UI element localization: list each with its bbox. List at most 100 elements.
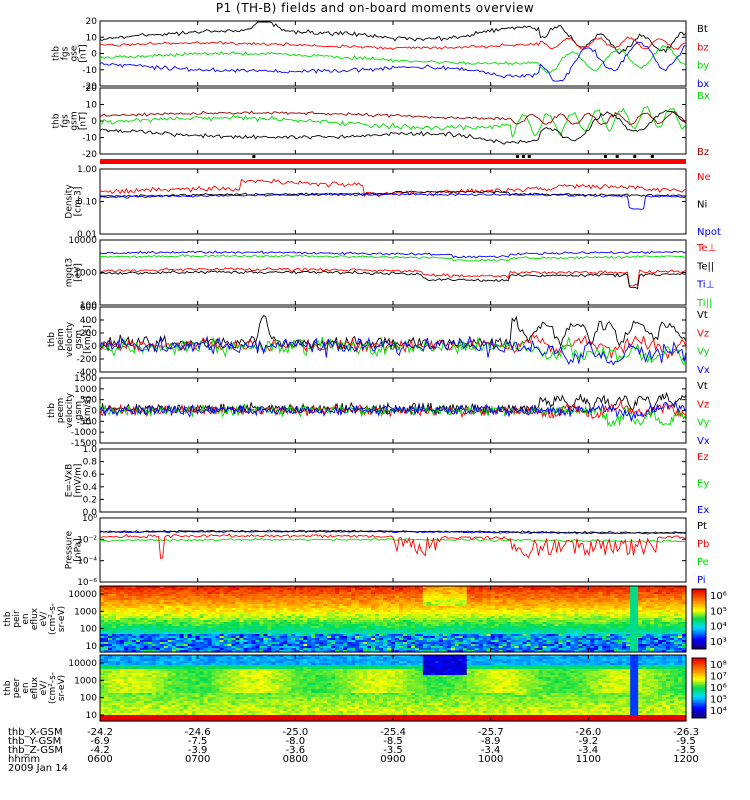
series-Te-perp: [99, 267, 687, 287]
mode-tick: [650, 155, 654, 158]
ytick-label: 10⁻⁴: [77, 557, 97, 567]
colorbar-label: 10⁶: [710, 683, 727, 694]
ytick-label: 0: [91, 407, 97, 417]
legend-Vy: Vy: [697, 347, 710, 358]
xtick-value: -8.9: [481, 736, 501, 747]
ytick-label: 0.8: [83, 458, 98, 468]
xtick-value: -3.6: [286, 745, 306, 756]
colorbar-label: 10⁵: [710, 695, 727, 706]
xtick-value: -25.4: [380, 727, 406, 738]
colorbar: [691, 657, 707, 719]
legend-Ne: Ne: [697, 172, 711, 183]
ylabel: velocity: [65, 392, 75, 428]
ytick-label: -200: [77, 355, 98, 365]
mode-tick: [603, 155, 607, 158]
ytick-label: 0.2: [83, 495, 97, 505]
ylabel: (cm²-s-: [48, 603, 58, 635]
ytick-label: -1500: [71, 439, 97, 449]
series-Vy-e: [99, 403, 687, 428]
ylabel: [eV]: [74, 263, 84, 282]
series-Vt-e: [99, 391, 687, 417]
xtick-value: -7.5: [188, 736, 208, 747]
ylabel: sr-eV): [57, 675, 67, 701]
ylabel: [nT]: [79, 44, 89, 62]
legend-Pe: Pe: [697, 557, 709, 568]
series-Pb: [99, 533, 687, 559]
eph-label-y: thb_Y-GSM: [8, 736, 62, 747]
mode-tick: [252, 155, 256, 158]
legend-Pt: Pt: [697, 521, 707, 532]
ylabel: sr-eV): [57, 606, 67, 632]
series-Te-par: [99, 270, 686, 290]
mode-bar: [100, 159, 686, 164]
ytick-label: 0: [91, 342, 97, 352]
series-Ne: [99, 178, 687, 198]
xtick-value: 1100: [576, 754, 601, 765]
page-title: P1 (TH-B) fields and on-board moments ov…: [215, 1, 535, 15]
xtick-value: -26.3: [673, 727, 699, 738]
mode-tick: [516, 155, 520, 158]
legend-bx: bx: [697, 79, 709, 90]
xtick-value: -26.0: [575, 727, 601, 738]
series-Vx-e: [99, 399, 687, 423]
legend-Vt: Vt: [697, 381, 708, 392]
xtick-value: -3.5: [676, 745, 696, 756]
colorbar-label: 10⁸: [710, 660, 727, 671]
xtick-value: -3.5: [383, 745, 403, 756]
ion-spectrogram: [100, 586, 687, 653]
series-Vy-i: [99, 336, 687, 367]
ylabel: eflux: [30, 607, 40, 630]
ytick-label: -20: [82, 82, 97, 92]
date-label: 2009 Jan 14: [8, 763, 68, 774]
ytick-label: 10: [86, 101, 98, 111]
series-by: [99, 45, 687, 74]
series-B-other: [99, 109, 687, 145]
colorbar-label: 10³: [710, 637, 727, 648]
ylabel: [mV/m]: [74, 464, 84, 498]
ytick-label: 0: [91, 50, 97, 60]
xtick-value: -9.5: [676, 736, 696, 747]
ytick-label: -10: [82, 66, 97, 76]
xtick-value: -6.9: [90, 736, 110, 747]
series-Pi: [99, 530, 687, 535]
mode-tick: [633, 155, 637, 158]
xtick-value: -24.2: [87, 727, 113, 738]
series-Ti-par: [99, 254, 687, 262]
ytick-label: 1500: [74, 374, 97, 384]
panel-frame-density: [99, 168, 687, 235]
eph-label-z: thb_Z-GSM: [8, 745, 63, 756]
ylabel: en: [21, 682, 31, 693]
xtick-value: -8.0: [286, 736, 306, 747]
ylabel: thb: [3, 611, 13, 626]
ytick-label: 100: [80, 625, 97, 635]
ytick-label: 1.00: [77, 165, 97, 175]
series-Pt: [99, 529, 687, 534]
colorbar: [691, 588, 707, 650]
ylabel: thb: [52, 113, 62, 128]
ylabel: [nT]: [79, 112, 89, 130]
legend-Ex: Ex: [697, 505, 709, 516]
legend-Ti⊥: Ti⊥: [696, 280, 714, 291]
ylabel: thb: [3, 680, 13, 695]
ylabel: thb: [47, 403, 57, 418]
ytick-label: -400: [77, 368, 98, 378]
colorbar-label: 10⁷: [710, 672, 727, 683]
xtick-value: 0900: [380, 754, 405, 765]
ytick-label: 400: [80, 316, 97, 326]
xtick-value: 1200: [673, 754, 698, 765]
xtick-value: 0600: [87, 754, 112, 765]
series-bz: [99, 36, 687, 51]
legend-Vz: Vz: [697, 399, 709, 410]
ytick-label: 0.10: [77, 198, 97, 208]
ylabel: peer: [12, 677, 22, 698]
ytick-label: -1000: [71, 428, 97, 438]
legend-Ez: Ez: [697, 452, 709, 463]
ytick-label: -20: [82, 150, 97, 160]
xtick-value: -3.9: [188, 745, 208, 756]
ytick-label: 10⁻⁶: [77, 578, 97, 588]
ylabel: gsm: [70, 111, 80, 130]
ytick-label: 10000: [68, 236, 97, 246]
ytick-label: 20: [86, 84, 98, 94]
ylabel: eV/: [39, 680, 49, 696]
colorbar-label: 10⁴: [710, 622, 727, 633]
